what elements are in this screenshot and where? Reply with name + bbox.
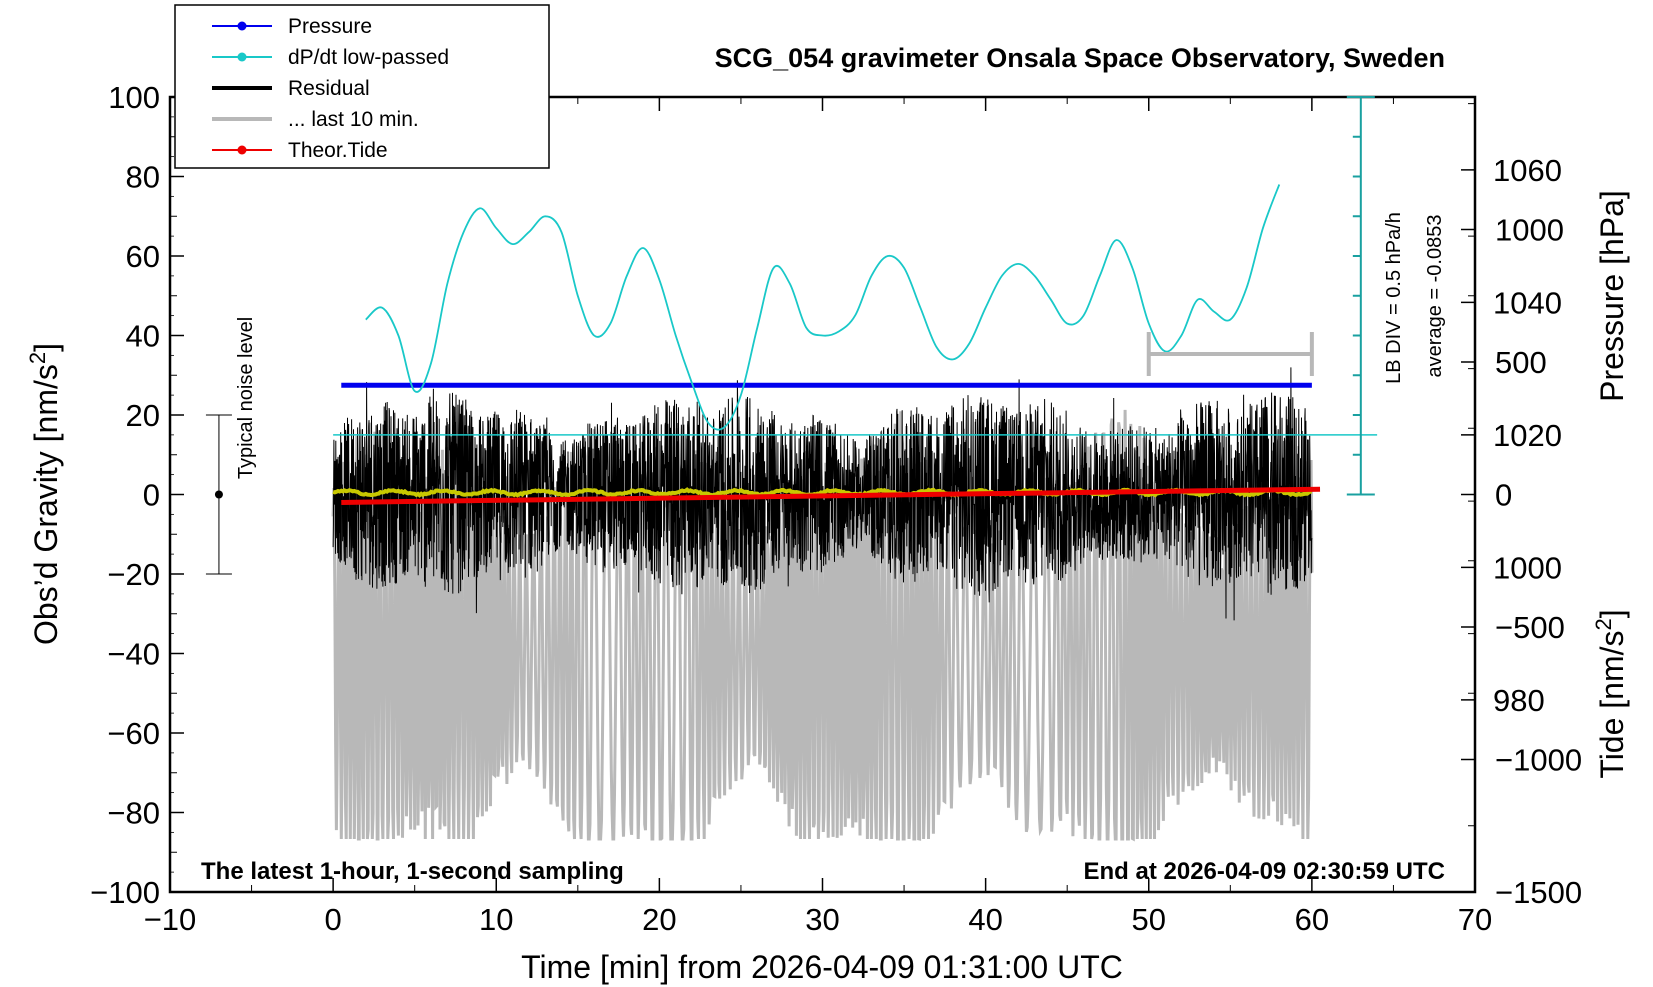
lb-div-label: LB DIV = 0.5 hPa/h — [1383, 212, 1405, 384]
tide-tick-label: −1000 — [1495, 743, 1582, 778]
y-axis-title-left: Obs’d Gravity [nm/s2] — [25, 343, 65, 645]
annotation-sampling: The latest 1-hour, 1-second sampling — [201, 858, 624, 885]
pressure-tick-label: 1000 — [1493, 550, 1562, 585]
x-tick-label: 60 — [1295, 902, 1329, 937]
y-tick-label: 20 — [126, 398, 160, 433]
x-tick-label: 70 — [1458, 902, 1492, 937]
series-residual — [332, 367, 1313, 621]
annotation-end-time: End at 2026-04-09 02:30:59 UTC — [1084, 858, 1446, 885]
x-tick-label: 10 — [479, 902, 513, 937]
series-layer — [205, 96, 1378, 842]
y-tick-label: −40 — [107, 637, 160, 672]
legend-dot — [237, 52, 247, 62]
series-theor-tide — [341, 486, 1321, 505]
x-axis-title: Time [min] from 2026-04-09 01:31:00 UTC — [521, 949, 1123, 985]
legend-items: Pressure dP/dt low-passed Residual ... last… — [212, 15, 449, 162]
pressure-tick-label: 1020 — [1493, 418, 1562, 453]
chart-title: SCG_054 gravimeter Onsala Space Observat… — [715, 43, 1445, 73]
series-dpdt-low-passed — [365, 184, 1281, 431]
noise-bar-center — [214, 490, 223, 499]
x-tick-label: 50 — [1132, 902, 1166, 937]
tide-tick-label: 500 — [1495, 345, 1547, 380]
legend-label: Theor.Tide — [288, 139, 388, 162]
x-tick-label: −10 — [144, 902, 197, 937]
tide-tick-label: −1500 — [1495, 875, 1582, 910]
legend-dot — [237, 145, 247, 155]
y-tick-label: 80 — [126, 160, 160, 195]
pressure-tick-label: 980 — [1493, 683, 1545, 718]
x-tick-label: 30 — [805, 902, 839, 937]
y-tick-label: −100 — [90, 875, 160, 910]
y-tick-label: −80 — [107, 796, 160, 831]
pressure-tick-label: 1040 — [1493, 285, 1562, 320]
y-tick-label: 100 — [108, 80, 160, 115]
y-axis-title-tide: Tide [nm/s2] — [1591, 609, 1631, 778]
tide-tick-label: −500 — [1495, 610, 1565, 645]
legend-label: Residual — [288, 77, 370, 100]
y-tick-label: −20 — [107, 557, 160, 592]
pressure-tick-label: 1060 — [1493, 153, 1562, 188]
legend-label: Pressure — [288, 15, 372, 38]
y-tick-label: 60 — [126, 239, 160, 274]
x-tick-label: 0 — [325, 902, 342, 937]
noise-level-label: Typical noise level — [235, 317, 257, 479]
x-tick-label: 40 — [968, 902, 1002, 937]
legend: Pressure dP/dt low-passed Residual ... last… — [174, 4, 550, 169]
y-tick-label: 40 — [126, 319, 160, 354]
series-residual-low-passed — [332, 487, 1313, 498]
legend-label: ... last 10 min. — [288, 108, 419, 131]
tick-labels: −10 0 10 20 30 40 50 60 70100806040200−20−40−60−… — [90, 80, 1582, 937]
y-tick-label: −60 — [107, 716, 160, 751]
y-tick-label: 0 — [143, 478, 160, 513]
y-axis-title-pressure: Pressure [hPa] — [1594, 190, 1630, 402]
average-label: average = -0.0853 — [1424, 215, 1446, 378]
x-tick-label: 20 — [642, 902, 676, 937]
legend-label: dP/dt low-passed — [288, 46, 449, 69]
tide-tick-label: 1000 — [1495, 213, 1564, 248]
tide-tick-label: 0 — [1495, 478, 1512, 513]
legend-dot — [237, 21, 247, 31]
